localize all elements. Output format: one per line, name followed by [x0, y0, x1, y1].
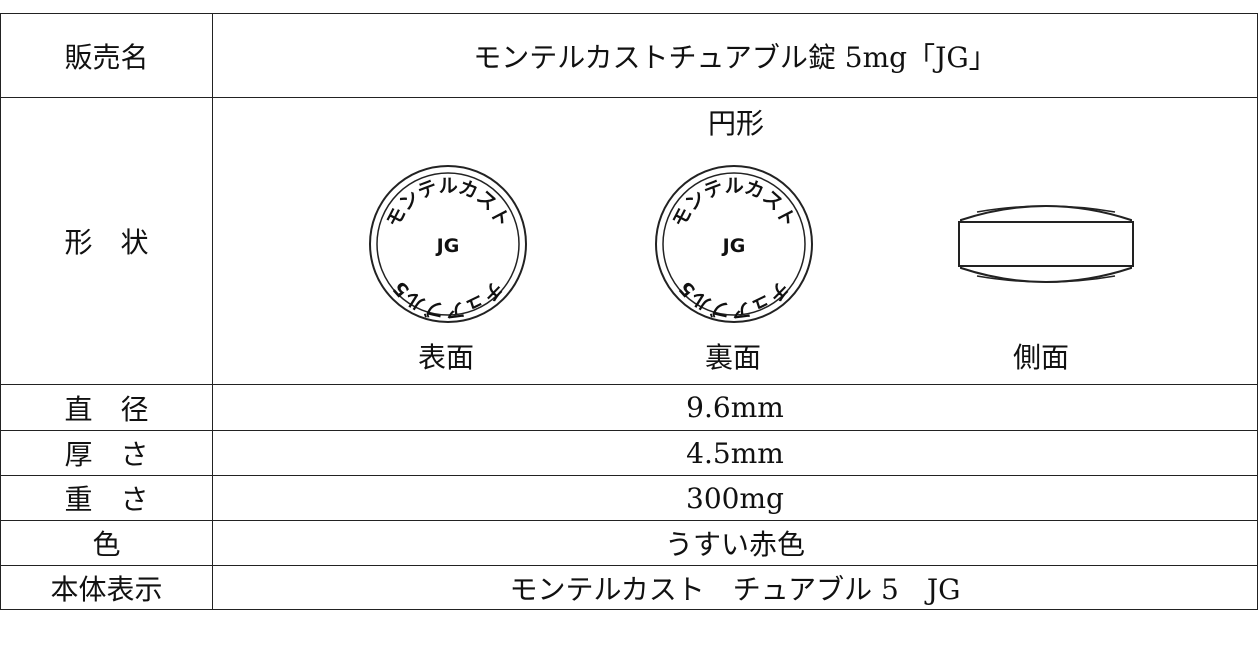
- label: 販売名: [0, 13, 213, 98]
- spec-table: 販売名 モンテルカストチュアブル錠 5mg「JG」 形 状 円形 モンテルカスト…: [0, 13, 1258, 610]
- value: モンテルカストチュアブル錠 5mg「JG」: [212, 13, 1258, 98]
- value: 9.6mm: [212, 384, 1258, 431]
- row: 重 さ 300mg: [0, 475, 1258, 521]
- value: モンテルカスト チュアブル 5 JG: [212, 565, 1258, 610]
- imprint-center: JG: [721, 235, 746, 257]
- tablet-side: [958, 205, 1134, 283]
- imprint-bottom: チュアブル5: [675, 277, 793, 322]
- label: 本体表示: [0, 565, 213, 610]
- shape-cell: 円形 モンテルカスト JG チュアブル5 モンテルカスト JG: [212, 97, 1258, 385]
- row: 直 径 9.6mm: [0, 384, 1258, 431]
- row: 本体表示 モンテルカスト チュアブル 5 JG: [0, 565, 1258, 610]
- view-label: 表面: [417, 341, 475, 374]
- label: 色: [0, 520, 213, 566]
- row: 色 うすい赤色: [0, 520, 1258, 566]
- row: 販売名 モンテルカストチュアブル錠 5mg「JG」: [0, 13, 1258, 98]
- tablet-back: モンテルカスト JG チュアブル5: [655, 165, 813, 323]
- label: 厚 さ: [0, 430, 213, 476]
- imprint-center: JG: [435, 235, 460, 257]
- shape-area: 円形 モンテルカスト JG チュアブル5 モンテルカスト JG: [213, 98, 1257, 384]
- shape-name: 円形: [707, 107, 765, 140]
- view-label: 裏面: [704, 341, 762, 374]
- row: 形 状 円形 モンテルカスト JG チュアブル5: [0, 97, 1258, 385]
- label: 直 径: [0, 384, 213, 431]
- imprint-top: モンテルカスト: [668, 175, 799, 231]
- value: 4.5mm: [212, 430, 1258, 476]
- view-label: 側面: [1012, 341, 1070, 374]
- tablet-front: モンテルカスト JG チュアブル5: [369, 165, 527, 323]
- row: 厚 さ 4.5mm: [0, 430, 1258, 476]
- imprint-bottom: チュアブル5: [389, 277, 507, 322]
- value: 300mg: [212, 475, 1258, 521]
- value: うすい赤色: [212, 520, 1258, 566]
- label: 重 さ: [0, 475, 213, 521]
- label: 形 状: [0, 97, 213, 385]
- imprint-top: モンテルカスト: [382, 175, 513, 231]
